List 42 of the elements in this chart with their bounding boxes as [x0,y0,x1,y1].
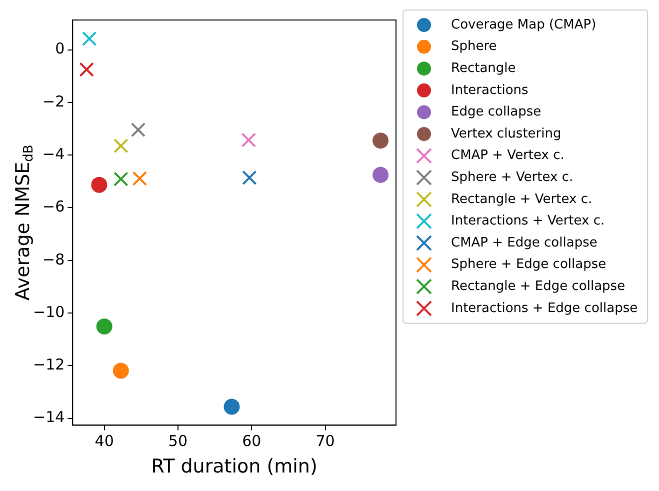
point [91,176,108,193]
x-tick-label: 60 [242,432,262,450]
x-tick-label: 70 [316,432,335,450]
legend-label: Interactions [451,82,529,98]
y-axis-title: Average NMSEdB [12,144,36,301]
y-tick-label: 0 [55,40,65,58]
legend-label: Edge collapse [451,104,542,120]
legend-label: Rectangle + Edge collapse [451,278,626,294]
point [79,62,94,77]
x-axis-title: RT duration (min) [151,456,318,478]
point [82,31,97,46]
point [96,318,112,334]
point [114,138,128,154]
y-tick-label: −6 [42,198,65,216]
y-tick-label: −12 [33,356,65,374]
point [372,132,389,149]
y-tick-label: −2 [42,92,65,110]
x-tick-label: 50 [168,432,188,450]
point [132,171,148,186]
point [114,172,128,186]
y-tick-label: −14 [33,408,65,426]
point [224,398,240,415]
point [241,132,256,148]
y-tick-label: −10 [33,302,65,321]
legend-label: Interactions + Vertex c. [451,214,605,229]
legend-label: Rectangle [451,60,516,76]
legend-label: Interactions + Edge collapse [451,300,638,316]
point [372,166,389,183]
legend-label: Rectangle + Vertex c. [451,192,592,207]
point [242,170,257,186]
legend-label: Sphere + Vertex c. [451,170,574,185]
legend-label: Vertex clustering [451,126,562,142]
y-tick-label: −4 [42,144,65,163]
legend-label: Coverage Map (CMAP) [451,17,596,32]
legend-label: Sphere [451,39,497,54]
x-tick-label: 40 [94,432,114,450]
legend-label: CMAP + Edge collapse [451,235,598,250]
legend-label: Sphere + Edge collapse [451,257,606,272]
y-tick-label: −8 [42,250,65,268]
legend-label: CMAP + Vertex c. [451,148,564,164]
point [112,362,129,379]
point [130,122,146,138]
